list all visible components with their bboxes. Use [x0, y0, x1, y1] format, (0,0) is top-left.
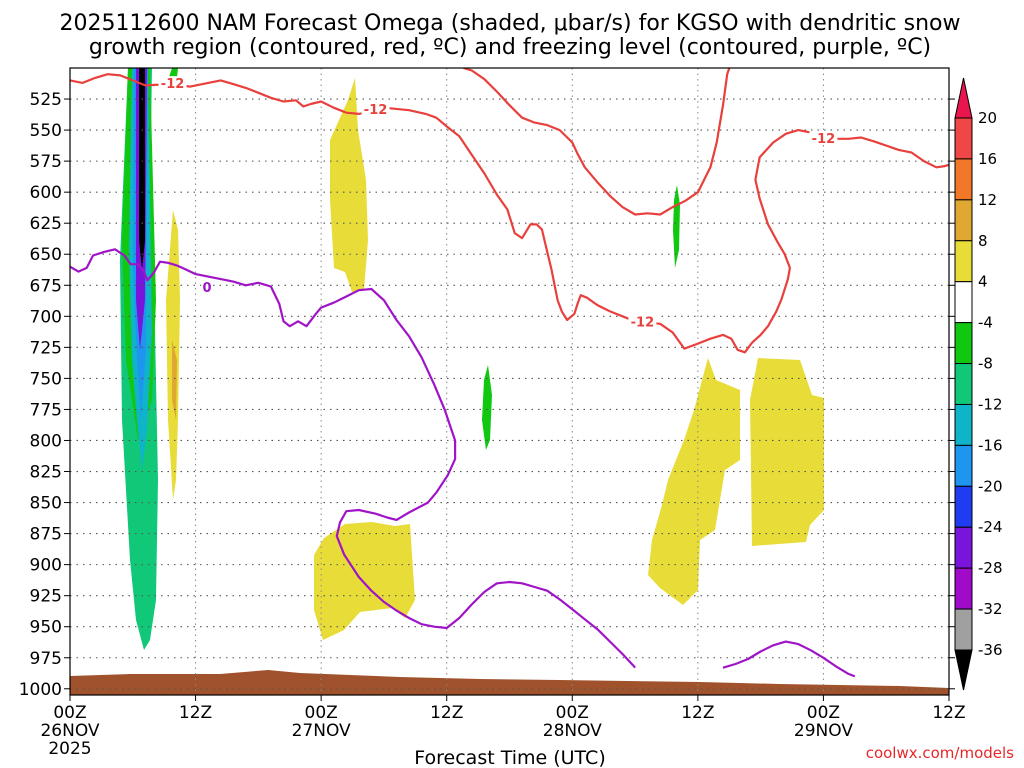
colorbar: 20 16 12 8 4 -4 -8 -12 -16 -20 -24 -28 -32 -36 — [954, 77, 1003, 691]
colorbar-label-7: -12 — [978, 395, 1003, 413]
y-tick-label-675: 675 — [30, 276, 62, 296]
colorbar-segment-3 — [954, 240, 973, 283]
colorbar-label-1: 16 — [978, 150, 997, 168]
colorbar-label-0: 20 — [978, 109, 997, 127]
colorbar-segment-4 — [954, 281, 973, 324]
y-tick-label-975: 975 — [30, 649, 62, 669]
y-tick-label-725: 725 — [30, 338, 62, 358]
x-tick-label-0: 00Z — [53, 703, 86, 723]
colorbar-segment-7 — [954, 403, 973, 446]
colorbar-bottom-arrow — [954, 649, 973, 691]
omega-sinking-blob-5 — [648, 358, 740, 605]
y-tick-label-575: 575 — [30, 152, 62, 172]
colorbar-label-4: 4 — [978, 273, 988, 291]
y-tick-label-750: 750 — [30, 369, 62, 389]
contour-label-4: 0 — [203, 281, 212, 296]
contour-label-bg-3 — [809, 130, 838, 145]
y-tick-label-650: 650 — [30, 245, 62, 265]
colorbar-segment-6 — [954, 363, 973, 405]
colorbar-label-10: -24 — [978, 518, 1003, 536]
contour-label-2: -12 — [631, 316, 655, 331]
omega-shading — [120, 68, 824, 650]
x-tick-date-48: 28NOV — [543, 721, 602, 741]
y-tick-label-950: 950 — [30, 618, 62, 638]
colorbar-segment-5 — [954, 322, 973, 365]
omega-rising-blob-4 — [673, 185, 680, 268]
y-tick-label-625: 625 — [30, 214, 62, 234]
credit-text[interactable]: coolwx.com/models — [866, 744, 1014, 762]
colorbar-label-3: 8 — [978, 232, 988, 250]
plot-frame — [69, 67, 950, 696]
omega-sinking-blob-1 — [330, 78, 368, 292]
omega-rising-blob-3 — [482, 365, 492, 450]
x-tick-date-24: 27NOV — [292, 721, 351, 741]
omega-sinking-orange — [172, 340, 177, 420]
omega-sinking-blob-6 — [750, 358, 824, 546]
y-tick-label-775: 775 — [30, 400, 62, 420]
contour-labels: -12 -12 -12 -12 0 — [158, 76, 838, 331]
y-tick-label-525: 525 — [30, 90, 62, 110]
contour-label-bg-1 — [361, 102, 390, 117]
colorbar-segment-10 — [954, 526, 973, 569]
y-tick-label-925: 925 — [30, 587, 62, 607]
colorbar-segment-8 — [954, 444, 973, 487]
y-tick-label-700: 700 — [30, 307, 62, 327]
chart-title-line2: growth region (contoured, red, ºC) and f… — [89, 35, 931, 60]
contour-series-1 — [463, 68, 731, 216]
x-tick-label-72: 00Z — [807, 703, 840, 723]
terrain-band — [70, 670, 949, 695]
x-tick-label-12: 12Z — [179, 703, 212, 723]
y-axis-ticks: 525 550 575 600 625 650 675 700 725 750 775 800 825 8… — [19, 90, 955, 700]
y-tick-label-600: 600 — [30, 183, 62, 203]
colorbar-top-arrow — [954, 77, 973, 119]
colorbar-segment-9 — [954, 485, 973, 528]
y-tick-label-1000: 1000 — [19, 680, 62, 700]
y-tick-label-875: 875 — [30, 525, 62, 545]
contour-label-1: -12 — [364, 103, 388, 118]
contour-label-3: -12 — [812, 132, 836, 147]
colorbar-label-2: 12 — [978, 191, 997, 209]
contour-series-3 — [722, 640, 856, 678]
chart-title-line1: 2025112600 NAM Forecast Omega (shaded, μ… — [59, 11, 960, 36]
colorbar-segment-12 — [954, 608, 973, 651]
y-tick-label-800: 800 — [30, 431, 62, 451]
x-tick-label-60: 12Z — [681, 703, 714, 723]
contour-label-bg-0 — [158, 76, 187, 91]
contour-series-2 — [70, 248, 636, 669]
x-tick-label-36: 12Z — [430, 703, 463, 723]
colorbar-segment-1 — [954, 158, 973, 201]
grid-lines — [70, 68, 949, 695]
omega-rising-core-max — [139, 68, 145, 270]
contour-label-bg-2 — [628, 314, 657, 329]
x-tick-date-72: 29NOV — [794, 721, 853, 741]
contour-lines — [70, 68, 949, 678]
y-tick-label-850: 850 — [30, 494, 62, 514]
colorbar-label-13: -36 — [978, 641, 1003, 659]
x-tick-date-0: 26NOV — [40, 721, 99, 741]
colorbar-label-5: -4 — [978, 314, 993, 332]
colorbar-label-12: -32 — [978, 600, 1003, 618]
contour-label-bg-4 — [201, 279, 214, 294]
colorbar-label-9: -20 — [978, 477, 1003, 495]
colorbar-label-6: -8 — [978, 355, 993, 373]
colorbar-segment-11 — [954, 567, 973, 610]
colorbar-label-8: -16 — [978, 436, 1003, 454]
colorbar-segment-2 — [954, 199, 973, 242]
x-axis-label: Forecast Time (UTC) — [414, 747, 605, 768]
contour-series-0 — [70, 73, 949, 354]
x-tick-label-84: 12Z — [932, 703, 965, 723]
colorbar-label-11: -28 — [978, 559, 1003, 577]
y-tick-label-900: 900 — [30, 556, 62, 576]
y-tick-label-825: 825 — [30, 463, 62, 483]
x-tick-year-0: 2025 — [48, 739, 91, 759]
x-tick-label-48: 00Z — [556, 703, 589, 723]
omega-sinking-blob-2 — [314, 522, 415, 640]
contour-label-0: -12 — [161, 77, 185, 92]
x-tick-label-24: 00Z — [305, 703, 338, 723]
y-tick-label-550: 550 — [30, 121, 62, 141]
colorbar-segment-0 — [954, 117, 973, 160]
